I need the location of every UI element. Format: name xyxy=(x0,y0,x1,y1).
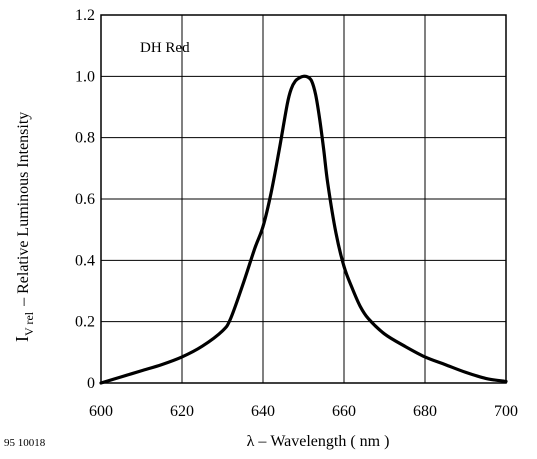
series-line xyxy=(99,74,508,385)
y-tick-label: 0.8 xyxy=(75,130,95,147)
x-tick-label: 700 xyxy=(494,403,518,420)
chart-annotation: DH Red xyxy=(140,40,190,56)
y-tick-label: 1.0 xyxy=(75,68,95,85)
y-tick-labels: 0 0.2 0.4 0.6 0.8 1.0 1.2 xyxy=(75,7,95,392)
y-tick-label: 1.2 xyxy=(75,7,95,24)
y-tick-label: 0.6 xyxy=(75,191,95,208)
figure-id: 95 10018 xyxy=(4,437,46,449)
x-axis-label: λ – Wavelength ( nm ) xyxy=(247,433,390,450)
y-tick-label: 0.4 xyxy=(75,252,95,269)
y-tick-label: 0.2 xyxy=(75,314,95,331)
x-tick-label: 680 xyxy=(413,403,437,420)
y-axis-text: – Relative Luminous Intensity xyxy=(15,112,32,307)
x-tick-label: 660 xyxy=(332,403,356,420)
y-axis-label: IV rel – Relative Luminous Intensity xyxy=(12,112,36,342)
x-tick-label: 620 xyxy=(170,403,194,420)
plot-frame xyxy=(100,14,507,384)
x-tick-label: 640 xyxy=(251,403,275,420)
x-tick-labels: 600 620 640 660 680 700 xyxy=(89,403,518,420)
y-axis-symbol: I xyxy=(12,336,32,342)
y-tick-label: 0 xyxy=(87,375,95,392)
x-tick-label: 600 xyxy=(89,403,113,420)
y-axis-subscript: V rel xyxy=(22,311,36,336)
grid-lines xyxy=(101,15,506,383)
